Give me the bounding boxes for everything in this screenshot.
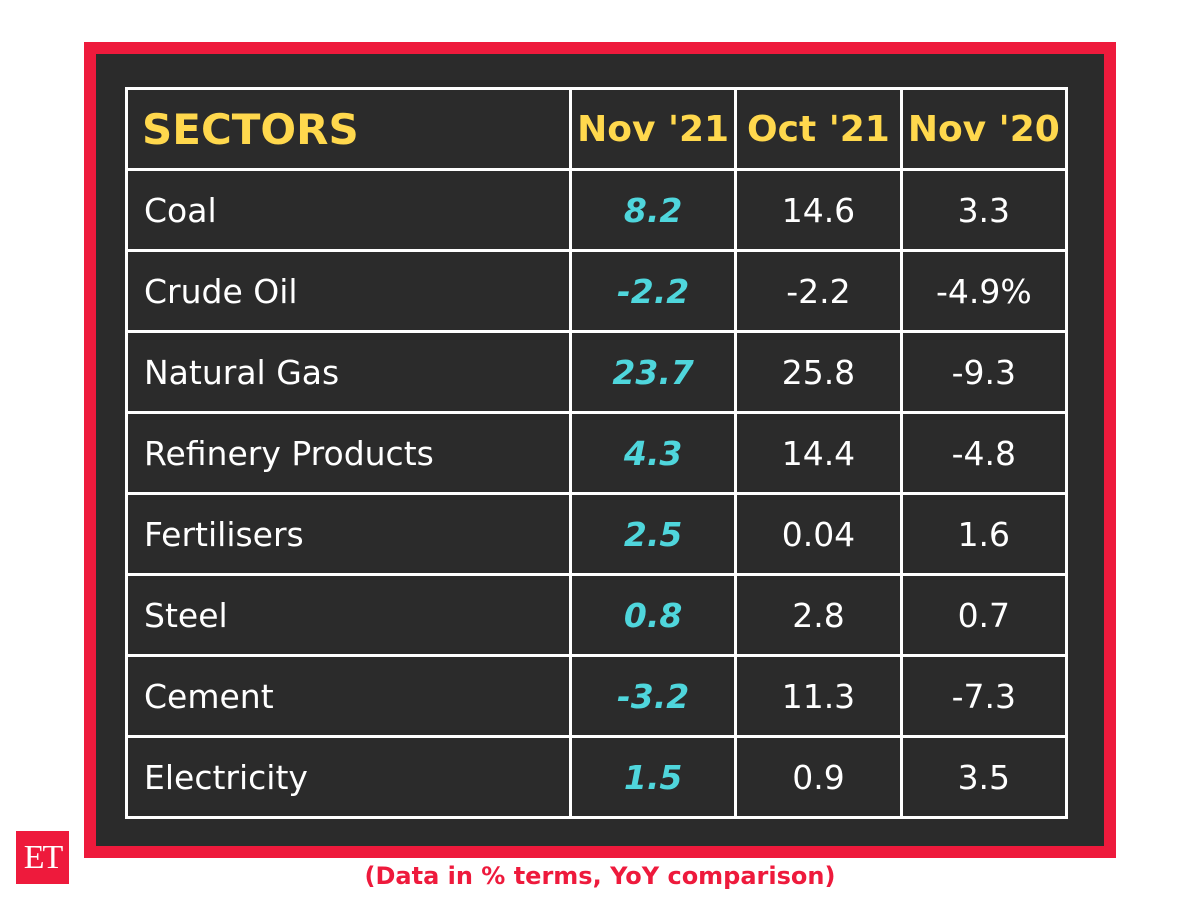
nov-20-cell: 3.3 — [899, 168, 1069, 252]
sector-cell: Fertilisers — [125, 492, 572, 576]
nov-20-cell: -7.3 — [899, 654, 1069, 738]
table-row: Cement -3.2 11.3 -7.3 — [125, 654, 1069, 738]
oct-21-cell: 25.8 — [734, 330, 903, 414]
table-row: Crude Oil -2.2 -2.2 -4.9% — [125, 249, 1069, 333]
sector-cell: Crude Oil — [125, 249, 572, 333]
nov-20-cell: -9.3 — [899, 330, 1069, 414]
nov-20-cell: -4.8 — [899, 411, 1069, 495]
nov-20-cell: 1.6 — [899, 492, 1069, 576]
oct-21-cell: -2.2 — [734, 249, 903, 333]
nov-20-cell: -4.9% — [899, 249, 1069, 333]
sector-cell: Natural Gas — [125, 330, 572, 414]
oct-21-cell: 0.9 — [734, 735, 903, 819]
sector-growth-table: SECTORS Nov '21 Oct '21 Nov '20 Coal 8.2 1… — [125, 87, 1069, 819]
table-row: Steel 0.8 2.8 0.7 — [125, 573, 1069, 657]
header-sectors: SECTORS — [125, 87, 572, 171]
sector-cell: Refinery Products — [125, 411, 572, 495]
nov-21-cell: 8.2 — [568, 168, 738, 252]
nov-21-cell: 0.8 — [568, 573, 738, 657]
nov-21-cell: 1.5 — [568, 735, 738, 819]
nov-20-cell: 3.5 — [899, 735, 1069, 819]
table-panel: SECTORS Nov '21 Oct '21 Nov '20 Coal 8.2 1… — [96, 54, 1104, 846]
table-row: Refinery Products 4.3 14.4 -4.8 — [125, 411, 1069, 495]
sector-cell: Steel — [125, 573, 572, 657]
nov-20-cell: 0.7 — [899, 573, 1069, 657]
table-row: Coal 8.2 14.6 3.3 — [125, 168, 1069, 252]
nov-21-cell: -3.2 — [568, 654, 738, 738]
oct-21-cell: 11.3 — [734, 654, 903, 738]
nov-21-cell: 23.7 — [568, 330, 738, 414]
header-oct-21: Oct '21 — [734, 87, 903, 171]
nov-21-cell: -2.2 — [568, 249, 738, 333]
oct-21-cell: 14.6 — [734, 168, 903, 252]
oct-21-cell: 14.4 — [734, 411, 903, 495]
nov-21-cell: 4.3 — [568, 411, 738, 495]
sector-cell: Electricity — [125, 735, 572, 819]
header-nov-21: Nov '21 — [568, 87, 738, 171]
sector-cell: Coal — [125, 168, 572, 252]
header-row: SECTORS Nov '21 Oct '21 Nov '20 — [125, 87, 1069, 171]
red-frame: SECTORS Nov '21 Oct '21 Nov '20 Coal 8.2 1… — [84, 42, 1116, 858]
sector-cell: Cement — [125, 654, 572, 738]
header-nov-20: Nov '20 — [899, 87, 1069, 171]
nov-21-cell: 2.5 — [568, 492, 738, 576]
table-row: Natural Gas 23.7 25.8 -9.3 — [125, 330, 1069, 414]
table-row: Electricity 1.5 0.9 3.5 — [125, 735, 1069, 819]
oct-21-cell: 2.8 — [734, 573, 903, 657]
footnote: (Data in % terms, YoY comparison) — [364, 862, 836, 890]
oct-21-cell: 0.04 — [734, 492, 903, 576]
et-logo: ET — [16, 831, 69, 884]
table-row: Fertilisers 2.5 0.04 1.6 — [125, 492, 1069, 576]
